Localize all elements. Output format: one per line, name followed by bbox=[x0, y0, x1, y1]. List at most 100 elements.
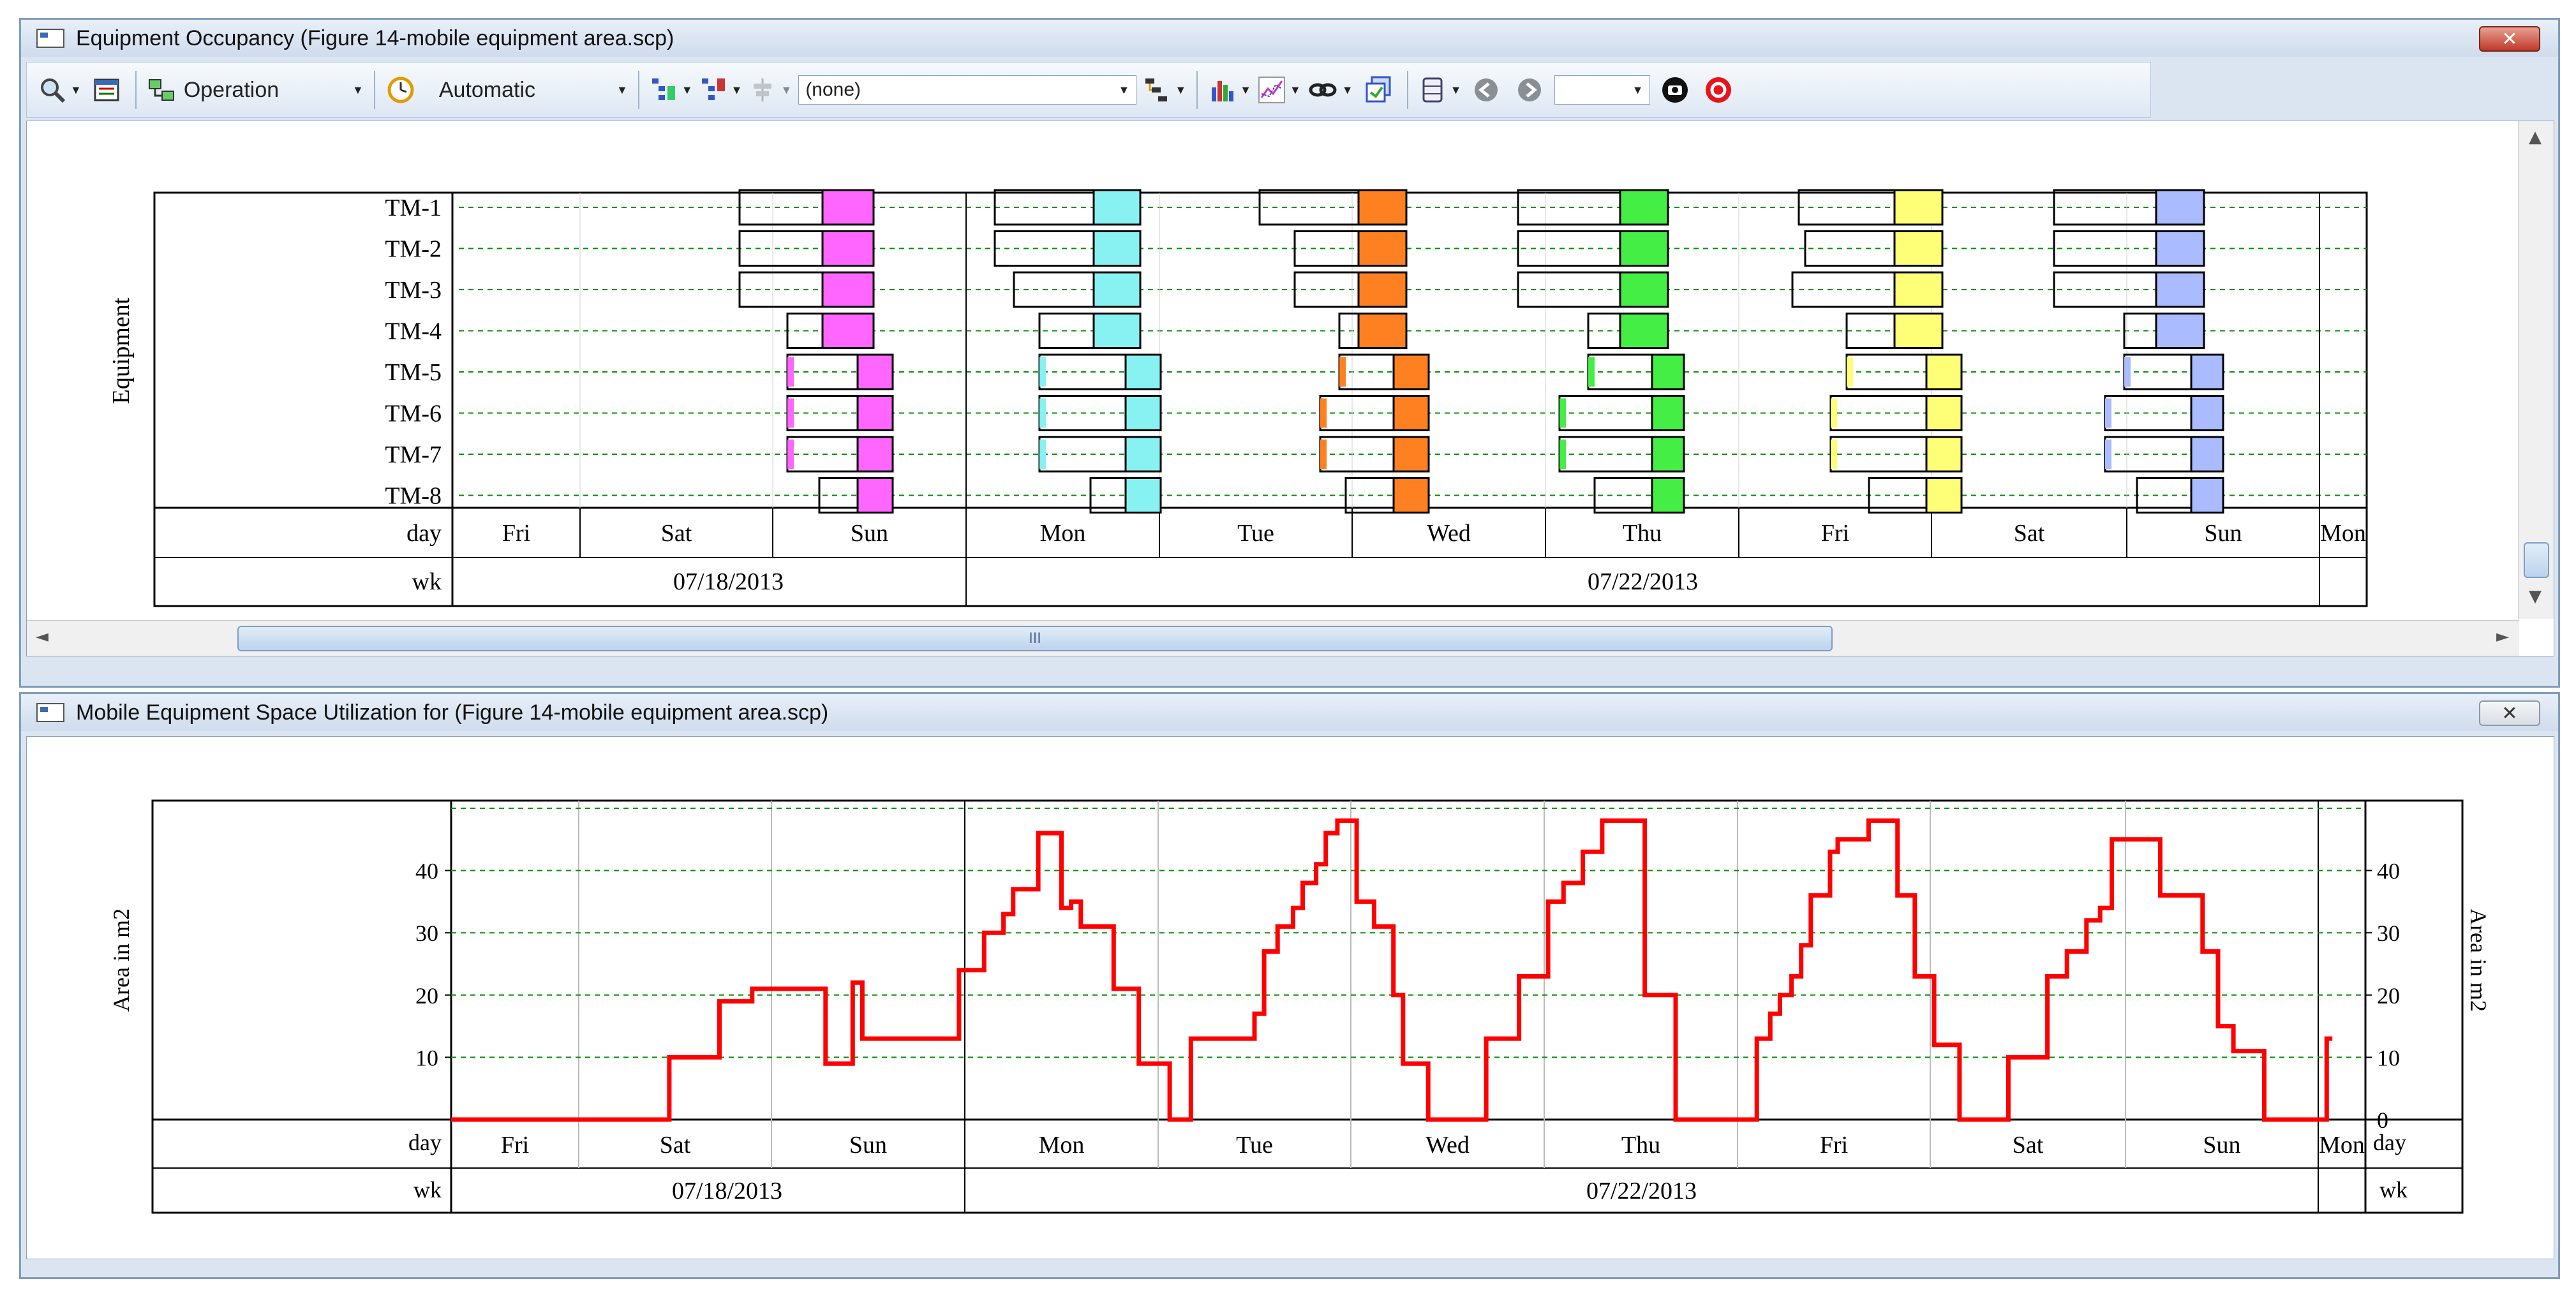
equipment-label: TM-1 bbox=[385, 195, 442, 221]
collapse-tree-button[interactable]: ▼ bbox=[699, 70, 742, 110]
line-chart-button[interactable]: ▼ bbox=[1258, 70, 1301, 110]
y-tick-label: 10 bbox=[415, 1045, 438, 1070]
day-label: Wed bbox=[1427, 520, 1471, 547]
vertical-scroll-thumb[interactable] bbox=[2524, 542, 2549, 578]
close-button[interactable]: ✕ bbox=[2479, 26, 2540, 52]
vertical-scrollbar[interactable]: ▲ ▼ bbox=[2518, 121, 2554, 619]
expand-tree-button[interactable]: ▼ bbox=[650, 70, 693, 110]
occupancy-bar bbox=[856, 353, 894, 390]
back-button[interactable] bbox=[1468, 70, 1505, 110]
toolbar: ▼ Operation ▼ Automatic ▼ ▼ ▼ ▼ bbox=[26, 62, 2151, 118]
scroll-down-icon[interactable]: ▼ bbox=[2529, 587, 2542, 606]
stop-button[interactable] bbox=[1700, 70, 1737, 110]
occupancy-start-marker bbox=[1039, 398, 1046, 428]
occupancy-bar bbox=[1357, 189, 1408, 226]
occupancy-bar bbox=[1925, 436, 1963, 473]
toolbar-separator bbox=[373, 71, 375, 109]
layers-button[interactable] bbox=[1360, 70, 1397, 110]
snapshot-icon bbox=[1662, 77, 1688, 103]
equipment-occupancy-window: Equipment Occupancy (Figure 14-mobile eq… bbox=[19, 18, 2560, 688]
equipment-label: TM-3 bbox=[385, 277, 442, 304]
day-label: Mon bbox=[1040, 520, 1086, 547]
occupancy-start-marker bbox=[1831, 398, 1837, 428]
day-label: Thu bbox=[1621, 1132, 1660, 1158]
scroll-left-icon[interactable]: ◄ bbox=[36, 627, 48, 646]
database-icon bbox=[1422, 77, 1443, 103]
gantt-button[interactable]: ▼ bbox=[1143, 70, 1186, 110]
week-label: 07/22/2013 bbox=[1588, 568, 1698, 595]
chevron-down-icon: ▼ bbox=[352, 83, 364, 96]
occupancy-bar bbox=[1392, 353, 1430, 390]
day-label: Sat bbox=[661, 520, 692, 547]
filter-select[interactable]: (none) ▼ bbox=[798, 75, 1137, 105]
tree-expand-icon bbox=[651, 78, 675, 100]
forward-icon bbox=[1518, 78, 1542, 101]
occupancy-start-marker bbox=[1039, 440, 1046, 469]
back-icon bbox=[1475, 78, 1498, 101]
operation-icon bbox=[148, 79, 174, 101]
automatic-dropdown[interactable]: Automatic ▼ bbox=[385, 70, 628, 110]
day-label: Tue bbox=[1237, 520, 1274, 547]
occupancy-start-marker bbox=[1847, 357, 1853, 387]
operation-label: Operation bbox=[183, 77, 279, 102]
occupancy-bar bbox=[2155, 189, 2205, 226]
wk-row-label-right: wk bbox=[2379, 1177, 2408, 1202]
scroll-up-icon[interactable]: ▲ bbox=[2529, 128, 2542, 147]
forward-button[interactable] bbox=[1511, 70, 1548, 110]
horizontal-scroll-thumb[interactable]: III bbox=[237, 626, 1833, 651]
snapshot-button[interactable] bbox=[1657, 70, 1694, 110]
equipment-label: TM-8 bbox=[385, 483, 442, 510]
occupancy-bar bbox=[1124, 353, 1162, 390]
title-bar[interactable]: Equipment Occupancy (Figure 14-mobile eq… bbox=[21, 20, 2558, 57]
zoom-button[interactable]: ▼ bbox=[38, 70, 82, 110]
occupancy-bar bbox=[1357, 230, 1408, 267]
equipment-label: TM-6 bbox=[385, 401, 442, 427]
step-select[interactable]: ▼ bbox=[1554, 75, 1651, 105]
occupancy-bar bbox=[856, 395, 894, 431]
occupancy-start-marker bbox=[1588, 357, 1595, 387]
y-right-tick-label: 20 bbox=[2377, 983, 2400, 1009]
title-bar[interactable]: Mobile Equipment Space Utilization for (… bbox=[21, 694, 2558, 731]
day-label: Sun bbox=[2204, 520, 2242, 547]
occupancy-bar bbox=[1092, 189, 1142, 226]
y-axis-right-label: Area in m2 bbox=[2466, 908, 2491, 1012]
day-label: Mon bbox=[2320, 520, 2366, 547]
day-label: Wed bbox=[1426, 1132, 1470, 1158]
equipment-label: TM-4 bbox=[385, 318, 442, 345]
occupancy-bar bbox=[1893, 271, 1944, 308]
occupancy-bar bbox=[821, 313, 875, 349]
bar-chart-button[interactable]: ▼ bbox=[1208, 70, 1251, 110]
close-button[interactable]: ✕ bbox=[2479, 700, 2540, 726]
horizontal-scrollbar[interactable]: ◄ III ► bbox=[27, 620, 2519, 656]
occupancy-bar bbox=[856, 477, 894, 514]
occupancy-bar bbox=[821, 189, 875, 226]
chart-frame bbox=[153, 191, 2368, 607]
occupancy-start-marker bbox=[1320, 398, 1327, 428]
occupancy-bar bbox=[1619, 313, 1669, 349]
day-row-label-right: day bbox=[2373, 1130, 2406, 1155]
database-button[interactable]: ▼ bbox=[1418, 70, 1461, 110]
utilization-panel: 10 20 30 40 0 10 20 30 40 Area in m2 Area in m2 day… bbox=[26, 736, 2554, 1259]
toolbar-separator bbox=[135, 71, 137, 109]
align-button[interactable]: ▼ bbox=[748, 70, 792, 110]
occupancy-start-marker bbox=[787, 357, 794, 387]
occupancy-bar bbox=[1357, 313, 1408, 349]
operation-dropdown[interactable]: Operation ▼ bbox=[147, 70, 364, 110]
chevron-down-icon: ▼ bbox=[1118, 83, 1130, 96]
occupancy-bar bbox=[1893, 230, 1944, 267]
occupancy-bar bbox=[1925, 477, 1963, 514]
occupancy-bar bbox=[1651, 477, 1685, 514]
gantt-icon bbox=[1145, 78, 1168, 101]
occupancy-bar bbox=[1392, 436, 1430, 473]
grid-button[interactable] bbox=[88, 70, 125, 110]
toolbar-separator bbox=[1196, 71, 1198, 109]
area-series-line bbox=[451, 818, 2333, 1122]
y-tick-label: 40 bbox=[415, 859, 438, 884]
y-tick-label: 30 bbox=[415, 921, 438, 946]
occupancy-start-marker bbox=[2105, 398, 2111, 428]
layers-icon bbox=[1366, 76, 1391, 103]
scroll-right-icon[interactable]: ► bbox=[2496, 627, 2509, 646]
occupancy-bar bbox=[1124, 395, 1162, 431]
align-icon bbox=[754, 78, 772, 101]
link-button[interactable]: ▼ bbox=[1307, 70, 1353, 110]
